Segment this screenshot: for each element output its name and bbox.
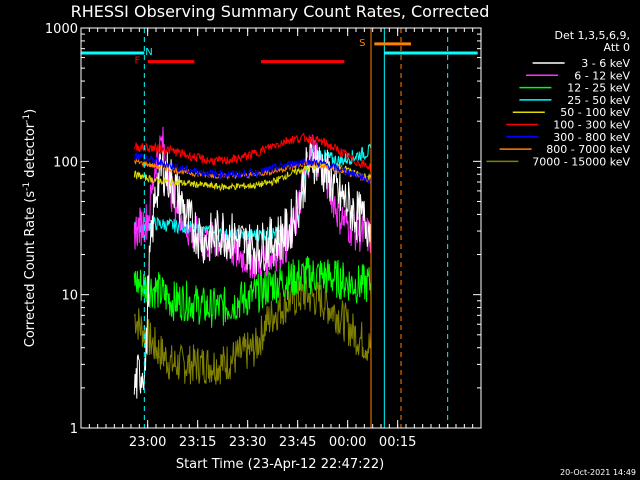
legend-header-1: Att 0 [604, 41, 630, 54]
series-line-8 [133, 276, 372, 385]
y-tick-label-3: 1000 [45, 22, 78, 37]
timestamp: 20-Oct-2021 14:49 [560, 468, 636, 477]
chart-title: RHESSI Observing Summary Count Rates, Co… [71, 2, 490, 21]
series-line-5 [133, 132, 372, 172]
legend-label-2: 12 - 25 keV [567, 82, 630, 95]
y-axis-label-mid: detector [23, 122, 38, 182]
series-line-1 [133, 126, 372, 279]
y-axis-label-sup2: -1 [22, 114, 32, 123]
series-line-2 [133, 256, 372, 328]
series-line-6 [133, 152, 372, 184]
x-tick-label-1: 23:15 [179, 435, 216, 450]
legend-label-0: 3 - 6 keV [581, 57, 630, 70]
y-tick-label-0: 1 [70, 422, 78, 437]
legend-label-4: 50 - 100 keV [560, 106, 630, 119]
y-axis-label-end: ) [23, 109, 38, 114]
legend-label-6: 300 - 800 keV [553, 131, 630, 144]
legend-label-8: 7000 - 15000 keV [532, 155, 630, 168]
x-tick-label-5: 00:15 [379, 435, 416, 450]
legend-label-3: 25 - 50 keV [567, 94, 630, 107]
series-layer [133, 126, 372, 399]
y-tick-label-2: 100 [53, 155, 78, 170]
legend-label-1: 6 - 12 keV [574, 69, 630, 82]
y-tick-label-1: 10 [61, 289, 78, 304]
x-tick-label-4: 00:00 [329, 435, 366, 450]
series-line-3 [133, 143, 372, 243]
flag-label-2: S [359, 38, 365, 49]
y-axis-label-sup1: -1 [22, 182, 32, 191]
y-axis-label: Corrected Count Rate (s-1 detector-1) [22, 109, 38, 347]
legend-label-5: 100 - 300 keV [553, 119, 630, 132]
x-tick-label-2: 23:30 [229, 435, 266, 450]
legend-label-7: 800 - 7000 keV [546, 143, 630, 156]
axes-layer: 23:00 23:15 23:30 23:45 00:00 00:15 1 10 100 1000 [45, 22, 482, 450]
x-tick-label-0: 23:00 [129, 435, 166, 450]
flag-label-1: F [134, 56, 140, 67]
x-axis-label: Start Time (23-Apr-12 22:47:22) [176, 457, 384, 472]
x-tick-label-3: 23:45 [279, 435, 316, 450]
flag-label-0: N [145, 47, 152, 58]
y-axis-label-main: Corrected Count Rate (s [23, 191, 38, 348]
series-line-0 [133, 138, 372, 399]
legend-header-0: Det 1,3,5,6,9, [554, 29, 630, 42]
marker-layer: NF S [81, 28, 478, 428]
